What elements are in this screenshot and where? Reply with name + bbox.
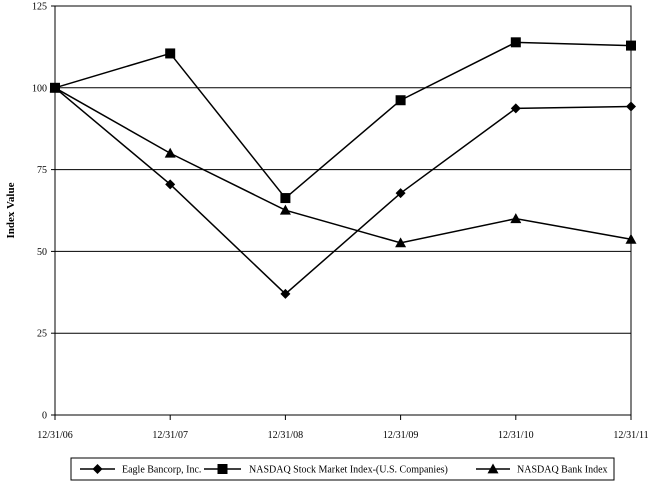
square-marker: [626, 40, 636, 51]
diamond-marker: [280, 288, 291, 299]
y-tick-label: 0: [42, 411, 47, 422]
legend-label: NASDAQ Stock Market Index-(U.S. Companie…: [249, 465, 448, 476]
triangle-marker: [395, 237, 407, 248]
square-marker: [395, 95, 406, 106]
square-marker: [280, 193, 291, 204]
y-tick-label: 50: [37, 247, 47, 258]
legend-square-marker: [217, 464, 228, 474]
legend-diamond-marker: [92, 464, 103, 474]
y-tick-label: 100: [32, 83, 47, 94]
x-tick-label: 12/31/08: [268, 430, 304, 441]
x-tick-label: 12/31/10: [498, 430, 534, 441]
square-marker: [165, 48, 176, 59]
y-axis-title: Index Value: [5, 182, 17, 238]
triangle-marker: [279, 204, 291, 215]
diamond-marker: [165, 179, 176, 190]
legend-label: Eagle Bancorp, Inc.: [122, 465, 201, 476]
series-line: [54, 87, 632, 295]
y-tick-label: 75: [37, 165, 47, 176]
x-tick-label: 12/31/09: [383, 430, 419, 441]
x-tick-label: 12/31/11: [613, 430, 648, 441]
diamond-marker: [510, 103, 521, 114]
x-tick-label: 12/31/06: [37, 430, 73, 441]
square-marker: [510, 37, 521, 48]
series-line: [54, 41, 632, 200]
legend-triangle-marker: [487, 463, 499, 474]
legend-label: NASDAQ Bank Index: [517, 465, 608, 476]
diamond-marker: [626, 101, 636, 112]
series-line: [54, 87, 632, 244]
plot-frame: [54, 5, 632, 416]
triangle-marker: [510, 213, 522, 224]
y-tick-label: 25: [37, 329, 47, 340]
legend-box: [70, 457, 615, 481]
triangle-marker: [164, 147, 176, 158]
triangle-marker: [625, 233, 637, 244]
x-tick-label: 12/31/07: [152, 430, 188, 441]
triangle-marker: [49, 82, 61, 93]
y-tick-label: 125: [32, 2, 47, 13]
diamond-marker: [395, 188, 406, 199]
